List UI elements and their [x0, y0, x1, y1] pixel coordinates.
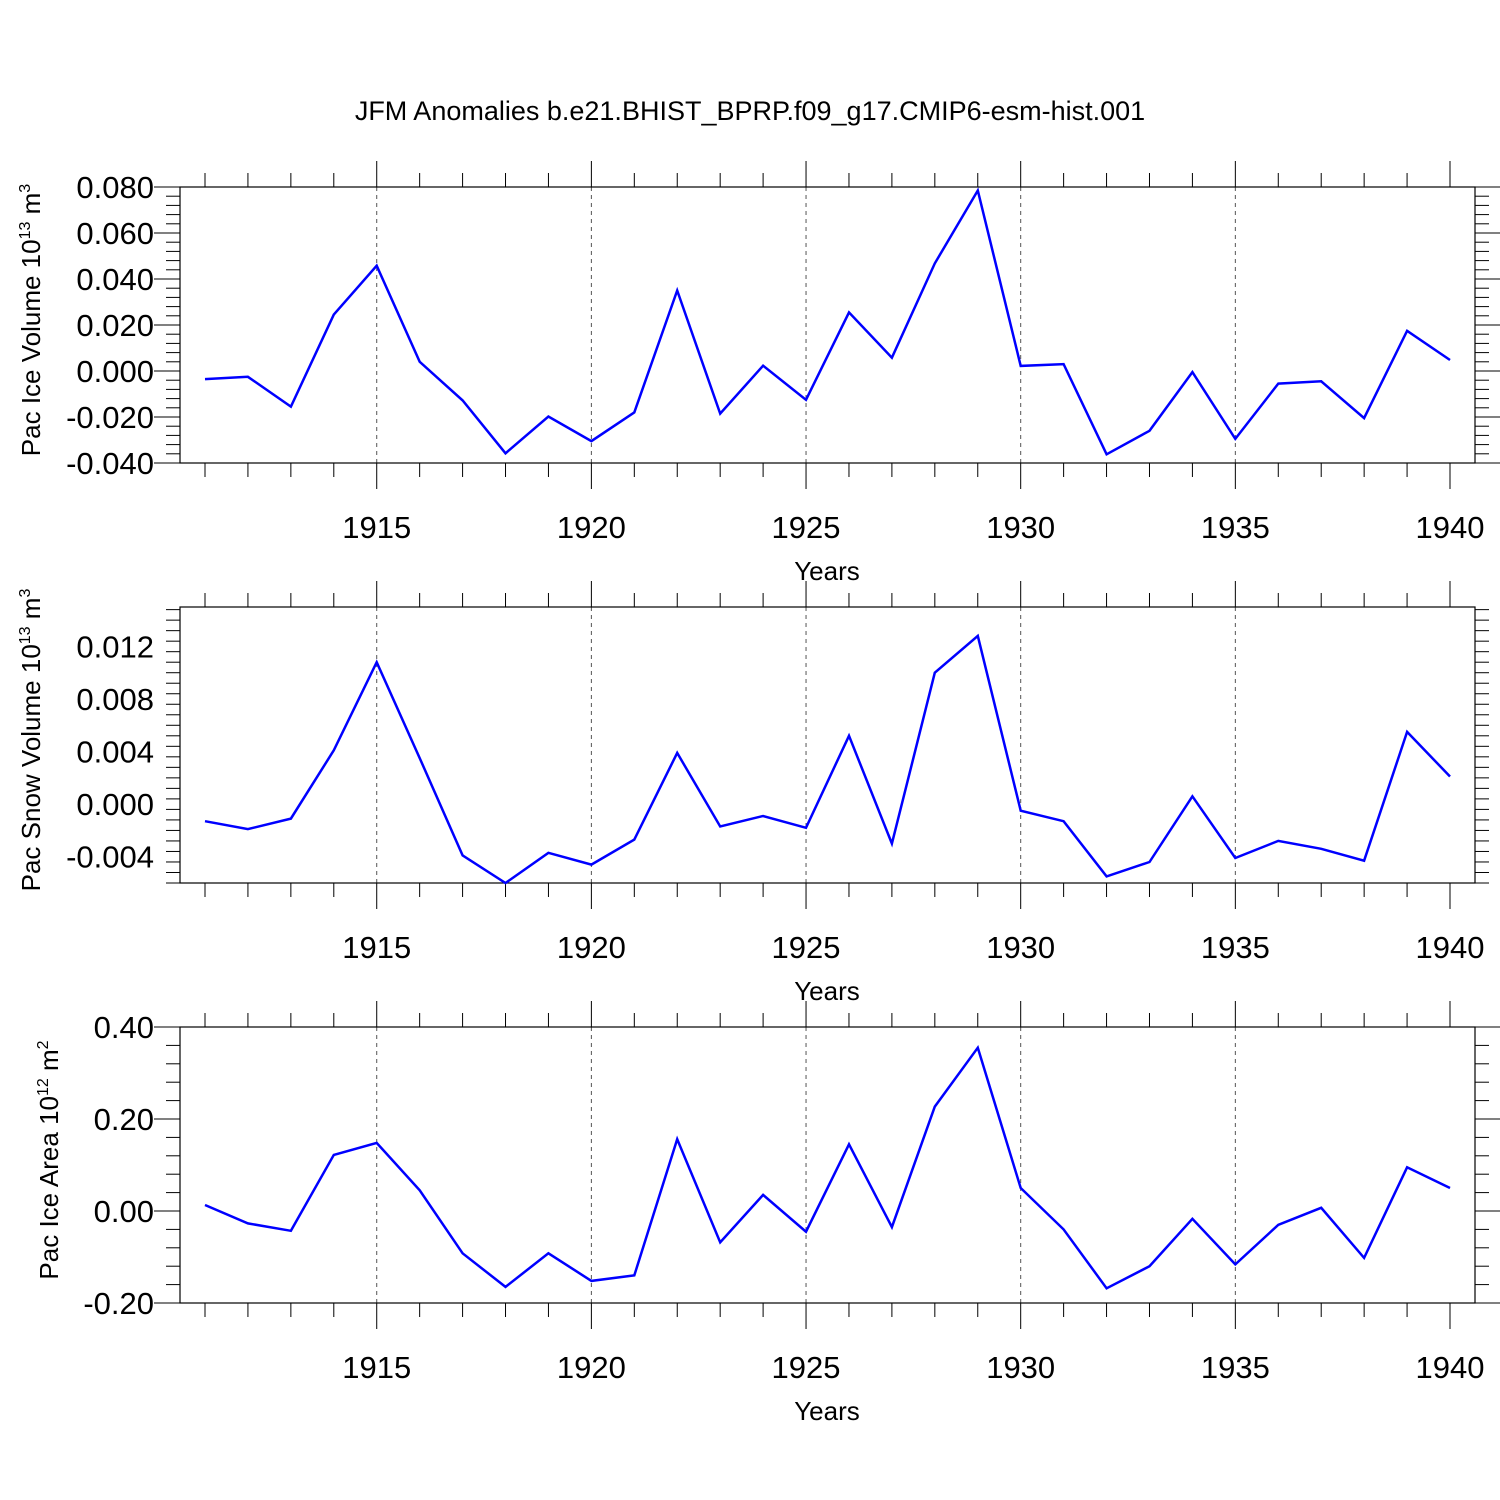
y-axis-label: Pac Ice Area 1012 m2 — [34, 1040, 64, 1279]
y-tick-label: 0.040 — [76, 262, 154, 297]
y-tick-label: 0.00 — [94, 1194, 154, 1229]
plot-frame — [179, 186, 1476, 464]
y-axis-label: Pac Ice Volume 1013 m3 — [16, 184, 46, 457]
y-tick-label: 0.20 — [94, 1102, 154, 1137]
y-tick-label: -0.004 — [66, 840, 154, 875]
x-tick-label: 1915 — [342, 1350, 411, 1385]
x-tick-label: 1920 — [557, 510, 626, 545]
y-tick-label: 0.004 — [76, 735, 154, 770]
x-tick-label: 1925 — [772, 1350, 841, 1385]
y-tick-label: 0.000 — [76, 787, 154, 822]
y-tick-label: 0.000 — [76, 354, 154, 389]
y-tick-label: 0.060 — [76, 216, 154, 251]
x-tick-label: 1915 — [342, 510, 411, 545]
x-tick-label: 1925 — [772, 930, 841, 965]
x-tick-label: 1920 — [557, 1350, 626, 1385]
page-title: JFM Anomalies b.e21.BHIST_BPRP.f09_g17.C… — [354, 96, 1146, 126]
panel-2: -0.004 0.000 0.004 0.008 0.012 1915 1920 1925 19… — [16, 581, 1489, 1006]
panel-1: -0.040 -0.020 0.000 0.020 0.040 0.060 0.080 191… — [16, 161, 1500, 586]
x-tick-label: 1920 — [557, 930, 626, 965]
x-tick-label: 1930 — [986, 1350, 1055, 1385]
series-line — [204, 633, 1451, 885]
x-tick-label: 1935 — [1201, 510, 1270, 545]
x-axis-label: Years — [794, 556, 860, 586]
y-tick-label: 0.080 — [76, 170, 154, 205]
y-tick-label: 0.40 — [94, 1010, 154, 1045]
y-tick-label: -0.040 — [66, 446, 154, 481]
series-line — [204, 1044, 1451, 1290]
x-tick-label: 1940 — [1416, 510, 1485, 545]
x-tick-label: 1935 — [1201, 930, 1270, 965]
x-axis-label: Years — [794, 1396, 860, 1426]
y-tick-label: 0.012 — [76, 629, 154, 664]
y-axis-label: Pac Snow Volume 1013 m3 — [16, 589, 46, 892]
y-tick-label: 0.008 — [76, 682, 154, 717]
x-tick-label: 1915 — [342, 930, 411, 965]
y-tick-label: -0.20 — [83, 1286, 154, 1321]
x-tick-label: 1925 — [772, 510, 841, 545]
series-line — [204, 187, 1451, 457]
y-tick-label: 0.020 — [76, 308, 154, 343]
x-tick-label: 1930 — [986, 510, 1055, 545]
x-tick-label: 1930 — [986, 930, 1055, 965]
plot-frame — [179, 606, 1476, 884]
x-tick-label: 1940 — [1416, 1350, 1485, 1385]
x-tick-label: 1935 — [1201, 1350, 1270, 1385]
plot-frame — [179, 1026, 1476, 1304]
x-axis-label: Years — [794, 976, 860, 1006]
x-tick-label: 1940 — [1416, 930, 1485, 965]
y-tick-label: -0.020 — [66, 400, 154, 435]
panel-3: -0.20 0.00 0.20 0.40 1915 1920 1925 1930 1935 194… — [34, 1001, 1500, 1426]
